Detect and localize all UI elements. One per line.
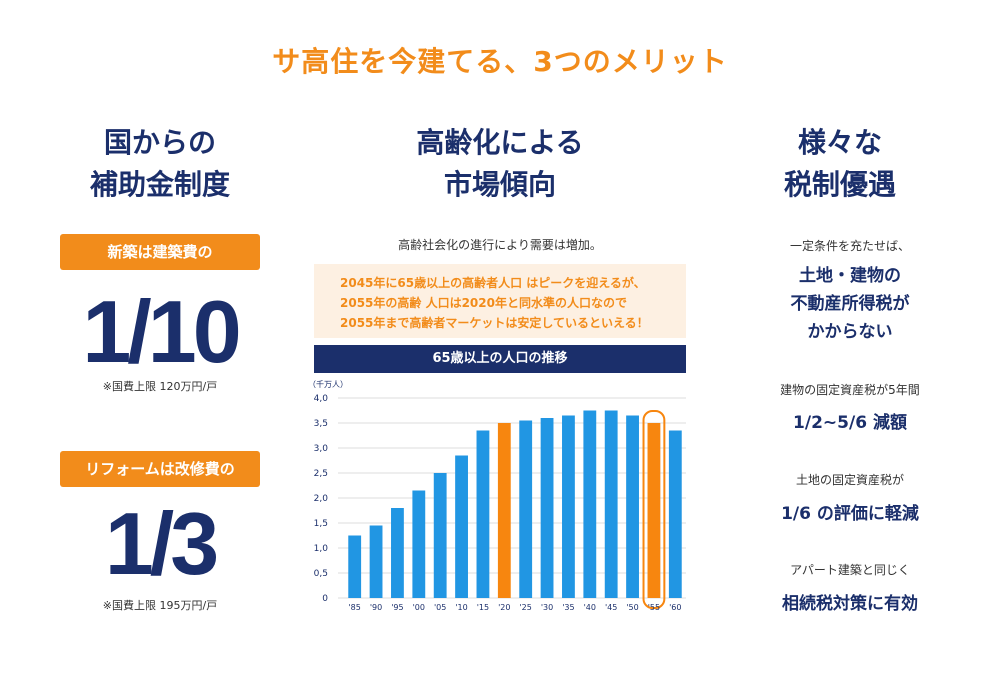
y-tick-label: 2,0 [314, 494, 329, 504]
x-tick-label: '40 [584, 603, 596, 612]
chart-bar [540, 418, 554, 598]
building-tax-benefit: 1/2~5/6 減額 [793, 413, 907, 433]
x-tick-label: '10 [455, 603, 467, 612]
tax-condition-text: 一定条件を充たせば、 [789, 239, 910, 253]
page-title: サ高住を今建てる、3つのメリット [272, 45, 728, 78]
chart-bar [604, 410, 618, 598]
chart-bar [369, 525, 383, 598]
chart-bar [455, 455, 468, 598]
chart-bar [348, 535, 362, 598]
reform-label: リフォームは改修費の [60, 451, 260, 487]
y-tick-label: 3,0 [314, 444, 329, 454]
market-subtitle: 高齢社会化の進行により需要は増加。 [398, 238, 602, 252]
x-tick-label: '85 [348, 603, 360, 612]
x-tick-label: '60 [669, 603, 681, 612]
y-tick-label: 4,0 [314, 394, 329, 404]
land-tax-text: 土地の固定資産税が [795, 473, 904, 487]
y-tick-label: 1,0 [314, 544, 329, 554]
reform-note: ※国費上限 195万円/戸 [102, 599, 218, 612]
market-highlight-text: 2045年に65歳以上の高齢者人口 はピークを迎えるが、 2055年の高齢 人口… [314, 264, 686, 338]
y-tick-label: 3,5 [314, 419, 328, 429]
chart-bar [391, 508, 404, 598]
subsidy-column-title: 国からの 補助金制度 [89, 126, 230, 201]
x-tick-label: '90 [370, 603, 382, 612]
reform-fraction: 1/3 [104, 494, 219, 593]
chart-bar [412, 490, 426, 598]
x-tick-label: '30 [541, 603, 553, 612]
x-tick-label: '00 [413, 603, 425, 612]
y-tick-label: 0 [322, 594, 328, 604]
x-tick-label: '35 [562, 603, 574, 612]
x-tick-label: '05 [434, 603, 446, 612]
tax-column-title: 様々な 税制優遇 [783, 126, 896, 201]
inheritance-tax-text: アパート建築と同じく [790, 563, 910, 577]
building-tax-text: 建物の固定資産税が5年間 [780, 383, 920, 397]
y-tick-label: 1,5 [314, 519, 328, 529]
chart-bar [626, 415, 639, 598]
population-bar-chart: （千万人） 0 0,5 1,0 1,5 2,0 2,5 3,0 3,5 4,0 '85 '90 '9… [308, 379, 686, 612]
chart-bar [583, 410, 597, 598]
x-tick-label: '45 [605, 603, 617, 612]
chart-bar [647, 423, 661, 598]
chart-bar [497, 423, 511, 598]
land-tax-benefit: 1/6 の評価に軽減 [781, 504, 919, 524]
x-tick-label: '15 [477, 603, 489, 612]
new-build-label: 新築は建築費の [60, 234, 260, 270]
new-build-fraction: 1/10 [82, 282, 241, 381]
new-build-note: ※国費上限 120万円/戸 [102, 380, 218, 393]
chart-bar [562, 415, 575, 598]
highlight-circle [642, 410, 666, 609]
chart-bar [668, 430, 682, 598]
y-tick-label: 2,5 [314, 469, 328, 479]
chart-bar [433, 473, 447, 598]
chart-bar [476, 430, 490, 598]
x-tick-label: '25 [519, 603, 531, 612]
x-tick-label: '55 [648, 603, 660, 612]
chart-unit-label: （千万人） [308, 379, 348, 389]
market-column-title: 高齢化による 市場傾向 [416, 126, 584, 201]
chart-bar [519, 420, 533, 598]
chart-title: 65歳以上の人口の推移 [314, 345, 686, 373]
x-tick-label: '95 [391, 603, 403, 612]
y-tick-label: 0,5 [314, 569, 328, 579]
inheritance-tax-benefit: 相続税対策に有効 [782, 594, 918, 614]
acquisition-tax-benefit: 土地・建物の 不動産所得税が かからない [790, 266, 910, 342]
x-tick-label: '20 [498, 603, 510, 612]
x-tick-label: '50 [626, 603, 638, 612]
